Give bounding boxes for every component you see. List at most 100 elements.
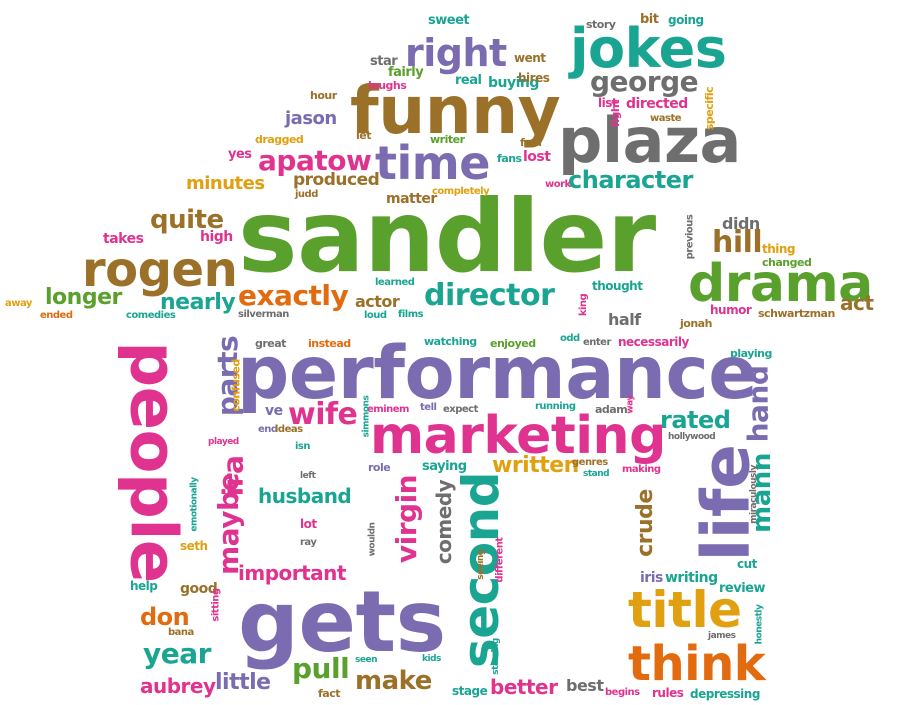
word-star: star <box>370 54 398 69</box>
word-james: james <box>708 631 736 641</box>
word-seeing: seeing <box>475 549 486 580</box>
word-act: act <box>840 291 874 315</box>
word-make: make <box>355 666 432 696</box>
word-funny: funny <box>350 72 561 149</box>
word-role: role <box>368 461 391 474</box>
word-judd: judd <box>295 189 318 200</box>
word-rated: rated <box>660 406 731 434</box>
word-thing: thing <box>762 242 796 256</box>
word-end: end <box>258 424 278 435</box>
word-half: half <box>608 310 641 329</box>
word-laughs: laughs <box>368 79 407 92</box>
word-loud: loud <box>364 310 387 321</box>
word-produced: produced <box>293 170 380 190</box>
word-hollywood: hollywood <box>668 432 716 442</box>
word-sitting: sitting <box>210 588 222 622</box>
word-think: think <box>628 636 766 692</box>
word-hill: hill <box>712 225 763 260</box>
word-enter: enter <box>583 337 611 348</box>
word-virgin: virgin <box>390 474 424 564</box>
word-year: year <box>143 637 211 670</box>
word-review: review <box>719 581 766 596</box>
word-stand: stand <box>583 469 610 479</box>
word-seth: seth <box>180 539 208 553</box>
word-hires: hires <box>518 71 550 85</box>
word-plaza: plaza <box>558 104 741 177</box>
word-writing: writing <box>665 570 718 586</box>
word-away: away <box>5 298 32 309</box>
word-left: left <box>300 471 316 481</box>
word-yes: yes <box>228 147 252 162</box>
word-stage: stage <box>452 684 488 698</box>
word-nearly: nearly <box>160 290 236 315</box>
word-eminem: eminem <box>367 404 409 415</box>
word-fairly: fairly <box>388 65 424 80</box>
word-matter: matter <box>386 191 437 207</box>
word-actor: actor <box>355 292 400 311</box>
word-minutes: minutes <box>186 173 265 194</box>
word-changed: changed <box>762 256 812 269</box>
word-way: way <box>625 395 636 414</box>
word-better: better <box>490 675 558 699</box>
word-simmons: simmons <box>361 395 372 438</box>
word-dragged: dragged <box>255 133 304 146</box>
word-ve: ve <box>265 403 283 419</box>
word-instead: instead <box>308 337 351 350</box>
word-silverman: silverman <box>238 309 289 320</box>
word-pull: pull <box>292 652 350 685</box>
word-ideas: ideas <box>275 424 303 435</box>
word-real: real <box>455 73 482 88</box>
word-george: george <box>590 65 699 98</box>
word-kids: kids <box>422 654 441 664</box>
word-didn: didn <box>722 214 760 233</box>
word-films: films <box>398 309 424 320</box>
word-list: list <box>598 96 618 110</box>
word-king: king <box>578 293 590 317</box>
word-lost: lost <box>523 149 551 165</box>
word-sandler: sandler <box>238 178 656 295</box>
word-confused: confused <box>229 359 243 412</box>
word-directed: directed <box>626 96 688 112</box>
word-marketing: marketing <box>370 406 666 466</box>
word-longer: longer <box>45 285 122 310</box>
word-buying: buying <box>488 75 539 91</box>
word-character: character <box>568 166 693 194</box>
word-story: story <box>586 18 616 31</box>
word-people: people <box>115 341 190 583</box>
word-husband: husband <box>258 484 352 508</box>
word-ray: ray <box>300 537 317 548</box>
word-fans: fans <box>497 152 522 165</box>
word-great: great <box>255 337 286 350</box>
word-comedies: comedies <box>126 310 176 321</box>
word-waste: waste <box>650 113 682 124</box>
word-ira: ira <box>216 455 250 497</box>
word-director: director <box>424 278 555 313</box>
word-jonah: jonah <box>680 317 712 330</box>
word-sweet: sweet <box>428 13 470 28</box>
word-honestly: honestly <box>754 604 765 645</box>
word-fight: fight <box>609 99 623 128</box>
word-feel: feel <box>520 136 542 149</box>
word-played: played <box>208 437 239 447</box>
word-right: right <box>405 31 507 75</box>
word-depressing: depressing <box>690 687 760 701</box>
word-humor: humor <box>710 303 752 317</box>
word-drama: drama <box>688 254 873 314</box>
word-work: work <box>545 179 571 190</box>
word-fact: fact <box>318 687 341 700</box>
word-seen: seen <box>355 655 377 665</box>
word-completely: completely <box>432 186 490 197</box>
word-high: high <box>200 229 233 245</box>
word-wife: wife <box>288 397 358 432</box>
word-performance: performance <box>237 331 758 416</box>
word-time: time <box>375 136 490 190</box>
word-bit: bit <box>640 12 659 27</box>
word-iris: iris <box>640 570 663 586</box>
word-aubrey: aubrey <box>140 674 216 698</box>
word-jason: jason <box>285 108 337 129</box>
word-emotionally: emotionally <box>189 477 200 532</box>
word-different: different <box>494 537 506 583</box>
word-bana: bana <box>168 627 194 638</box>
word-lot: lot <box>300 517 317 531</box>
